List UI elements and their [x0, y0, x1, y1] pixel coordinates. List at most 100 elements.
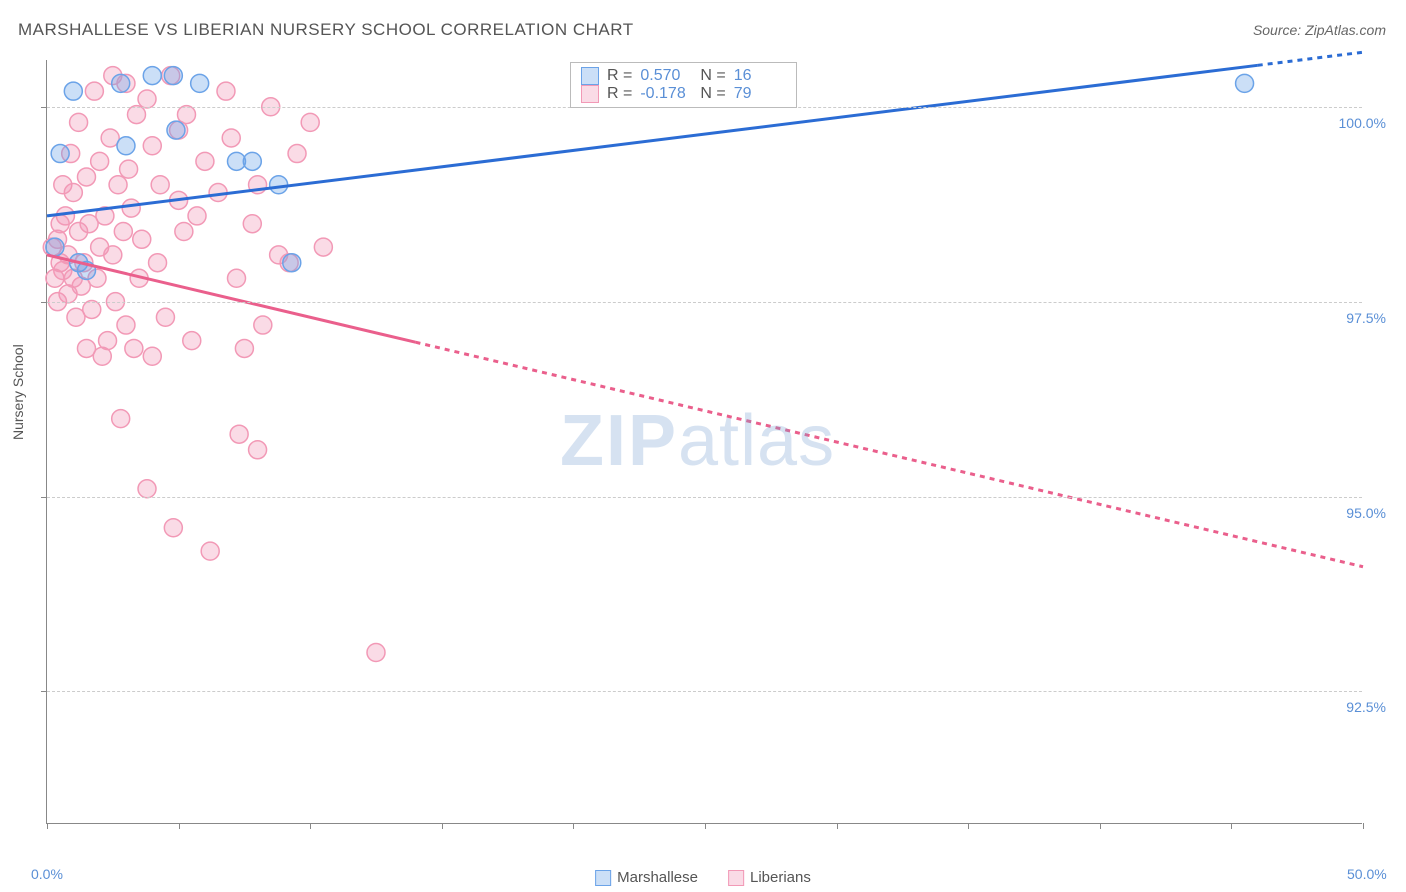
scatter-point — [270, 176, 288, 194]
scatter-point — [122, 199, 140, 217]
legend-label-marshallese: Marshallese — [617, 869, 698, 886]
scatter-point — [99, 332, 117, 350]
x-tick — [968, 823, 969, 829]
x-tick — [442, 823, 443, 829]
stats-n-value-liberians: 79 — [734, 85, 786, 103]
scatter-point — [254, 316, 272, 334]
scatter-point — [201, 542, 219, 560]
scatter-point — [217, 82, 235, 100]
trend-line — [1258, 52, 1363, 65]
chart-plot-area — [46, 60, 1362, 824]
scatter-point — [104, 246, 122, 264]
legend-item-marshallese: Marshallese — [595, 869, 698, 886]
y-tick — [41, 302, 47, 303]
scatter-point — [314, 238, 332, 256]
trend-line — [415, 342, 1363, 567]
scatter-point — [77, 168, 95, 186]
scatter-point — [112, 74, 130, 92]
scatter-point — [191, 74, 209, 92]
y-tick — [41, 691, 47, 692]
scatter-point — [125, 339, 143, 357]
legend-item-liberians: Liberians — [728, 869, 811, 886]
stats-n-value-marshallese: 16 — [734, 67, 786, 85]
scatter-point — [117, 137, 135, 155]
scatter-point — [64, 82, 82, 100]
x-tick — [179, 823, 180, 829]
scatter-point — [228, 269, 246, 287]
scatter-point — [51, 145, 69, 163]
y-axis-label: Nursery School — [10, 344, 26, 440]
scatter-point — [83, 300, 101, 318]
correlation-stats-box: R = 0.570 N = 16 R = -0.178 N = 79 — [570, 62, 797, 108]
scatter-point — [149, 254, 167, 272]
scatter-point — [46, 238, 64, 256]
scatter-point — [196, 152, 214, 170]
scatter-point — [151, 176, 169, 194]
x-tick — [705, 823, 706, 829]
scatter-point — [138, 90, 156, 108]
legend: Marshallese Liberians — [595, 869, 811, 886]
stats-r-label: R = — [607, 67, 632, 85]
scatter-point — [138, 480, 156, 498]
scatter-point — [183, 332, 201, 350]
stats-row-marshallese: R = 0.570 N = 16 — [581, 67, 786, 85]
scatter-point — [367, 643, 385, 661]
stats-r-value-marshallese: 0.570 — [640, 67, 692, 85]
scatter-point — [288, 145, 306, 163]
gridline — [47, 691, 1362, 692]
scatter-point — [109, 176, 127, 194]
scatter-point — [235, 339, 253, 357]
scatter-point — [143, 347, 161, 365]
stats-n-label: N = — [700, 67, 725, 85]
scatter-point — [64, 184, 82, 202]
plot-svg — [47, 60, 1362, 823]
scatter-point — [120, 160, 138, 178]
stats-swatch-marshallese — [581, 67, 599, 85]
scatter-point — [188, 207, 206, 225]
scatter-point — [70, 113, 88, 131]
scatter-point — [91, 152, 109, 170]
scatter-point — [301, 113, 319, 131]
y-tick — [41, 107, 47, 108]
x-tick — [1363, 823, 1364, 829]
scatter-point — [143, 137, 161, 155]
scatter-point — [143, 67, 161, 85]
scatter-point — [156, 308, 174, 326]
scatter-point — [85, 82, 103, 100]
source-label: Source: ZipAtlas.com — [1253, 22, 1386, 38]
x-tick — [837, 823, 838, 829]
gridline — [47, 302, 1362, 303]
scatter-point — [167, 121, 185, 139]
legend-swatch-liberians — [728, 870, 744, 886]
scatter-point — [243, 152, 261, 170]
scatter-point — [243, 215, 261, 233]
chart-title: MARSHALLESE VS LIBERIAN NURSERY SCHOOL C… — [18, 20, 634, 40]
x-tick — [1100, 823, 1101, 829]
x-tick — [573, 823, 574, 829]
scatter-point — [164, 67, 182, 85]
scatter-point — [133, 230, 151, 248]
stats-n-label: N = — [700, 85, 725, 103]
y-tick-label: 92.5% — [1346, 699, 1386, 715]
scatter-point — [222, 129, 240, 147]
x-tick-label: 0.0% — [31, 866, 63, 882]
scatter-point — [117, 316, 135, 334]
scatter-point — [164, 519, 182, 537]
scatter-point — [230, 425, 248, 443]
y-tick-label: 100.0% — [1339, 115, 1386, 131]
scatter-point — [175, 223, 193, 241]
scatter-point — [283, 254, 301, 272]
gridline — [47, 497, 1362, 498]
x-tick — [47, 823, 48, 829]
stats-row-liberians: R = -0.178 N = 79 — [581, 85, 786, 103]
scatter-point — [127, 106, 145, 124]
y-tick-label: 95.0% — [1346, 505, 1386, 521]
scatter-point — [112, 410, 130, 428]
scatter-point — [114, 223, 132, 241]
scatter-point — [249, 441, 267, 459]
legend-label-liberians: Liberians — [750, 869, 811, 886]
scatter-point — [177, 106, 195, 124]
scatter-point — [1236, 74, 1254, 92]
x-tick — [1231, 823, 1232, 829]
legend-swatch-marshallese — [595, 870, 611, 886]
